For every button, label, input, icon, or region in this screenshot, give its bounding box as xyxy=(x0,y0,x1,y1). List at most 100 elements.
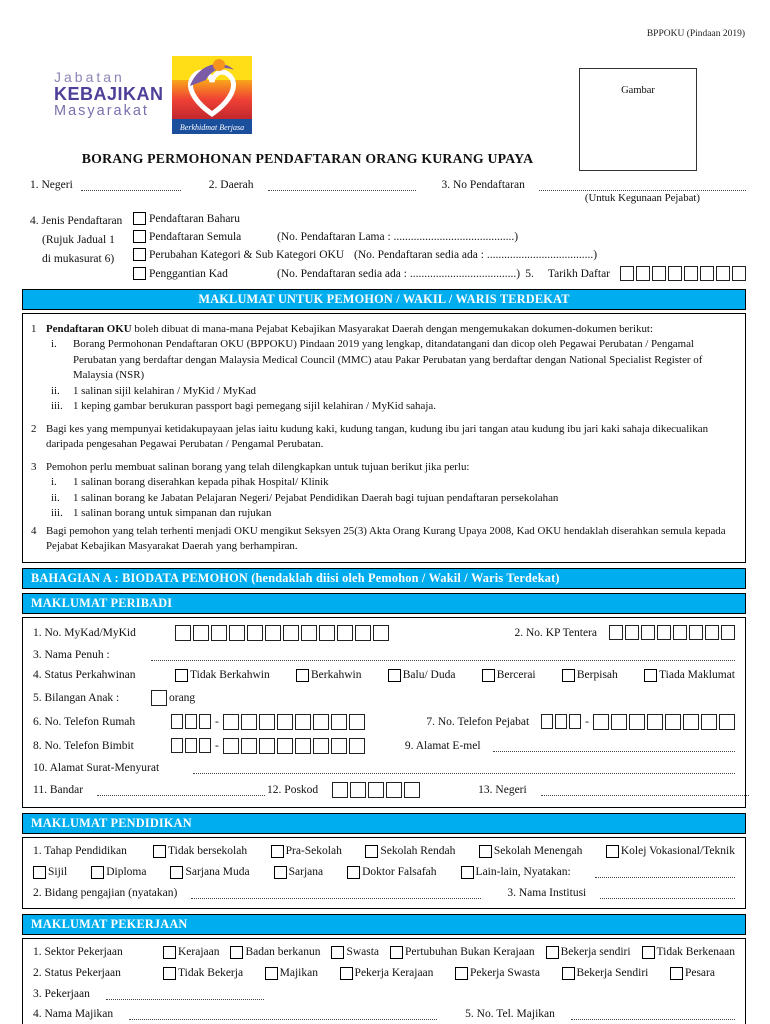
tarikh-daftar-no: 5. xyxy=(525,267,534,280)
digit-cell xyxy=(629,713,645,730)
jenis-pendaftaran-block: 4. Jenis Pendaftaran (Rujuk Jadual 1 di … xyxy=(30,212,746,281)
checkbox-sijil[interactable] xyxy=(33,865,46,879)
digit-cell xyxy=(652,266,666,281)
daerah-fill[interactable] xyxy=(267,179,416,191)
poskod-label: 12. Poskod xyxy=(267,783,319,796)
checkbox-sarjana[interactable] xyxy=(273,865,287,879)
pekerjaan-fill[interactable] xyxy=(105,988,264,1000)
logo-line-kebajikan: KEBAJIKAN xyxy=(54,84,164,104)
checkbox-doktor-falsafah[interactable] xyxy=(347,865,361,879)
checkbox-tidak-berkenaan[interactable] xyxy=(641,945,655,959)
checkbox-pekerja-kerajaan[interactable] xyxy=(339,966,353,980)
checkbox-berpisah[interactable] xyxy=(561,668,575,682)
tarikh-daftar-boxes[interactable] xyxy=(620,266,746,281)
checkbox-tiada-maklumat[interactable] xyxy=(644,668,658,682)
nama-majikan-fill[interactable] xyxy=(129,1008,438,1020)
checkbox-pendaftaran-semula[interactable] xyxy=(133,230,146,243)
checkbox-bekerja-sendiri-sektor[interactable] xyxy=(545,945,559,959)
checkbox-bekerja-sendiri-status[interactable] xyxy=(561,966,575,980)
option-label: Bekerja Sendiri xyxy=(576,967,649,980)
office-use-note: (Untuk Kegunaan Pejabat) xyxy=(584,192,700,204)
checkbox-sekolah-menengah[interactable] xyxy=(478,844,492,858)
negeri-fill[interactable] xyxy=(80,179,181,191)
digit-cell xyxy=(294,737,311,754)
telefon-rumah-prefix-boxes[interactable] xyxy=(171,714,211,730)
digit-cell xyxy=(330,713,347,730)
mykad-boxes[interactable] xyxy=(175,624,389,641)
sektor-pekerjaan-label: 1. Sektor Pekerjaan xyxy=(33,946,123,959)
kp-tentera-boxes[interactable] xyxy=(609,625,735,641)
section-header-maklumat-peribadi: MAKLUMAT PERIBADI xyxy=(22,592,746,614)
checkbox-pekerja-swasta[interactable] xyxy=(454,966,468,980)
checkbox-perubahan-kategori[interactable] xyxy=(133,248,146,261)
emel-fill[interactable] xyxy=(492,740,735,752)
checkbox-tidak-bekerja[interactable] xyxy=(163,966,176,980)
checkbox-tidak-bersekolah[interactable] xyxy=(153,844,166,858)
nama-institusi-fill[interactable] xyxy=(600,887,735,899)
digit-cell xyxy=(348,737,365,754)
tel-majikan-fill[interactable] xyxy=(570,1008,735,1020)
section-header-maklumat-pekerjaan: MAKLUMAT PEKERJAAN xyxy=(22,913,746,935)
alamat-surat-fill[interactable] xyxy=(193,762,735,774)
digit-cell xyxy=(641,625,655,641)
telefon-pejabat-boxes[interactable] xyxy=(593,713,735,730)
telefon-bimbit-prefix-boxes[interactable] xyxy=(171,738,211,754)
nama-penuh-fill[interactable] xyxy=(151,649,735,661)
option-label: Badan berkanun xyxy=(245,946,321,959)
checkbox-penggantian-kad[interactable] xyxy=(133,267,146,280)
checkbox-pesara[interactable] xyxy=(669,966,683,980)
telefon-rumah-label: 6. No. Telefon Rumah xyxy=(33,715,136,728)
checkbox-pertubuhan-bukan-kerajaan[interactable] xyxy=(390,945,403,959)
bilangan-anak-box[interactable] xyxy=(151,689,167,706)
instructions-box: 1 Pendaftaran OKU boleh dibuat di mana-m… xyxy=(22,313,746,563)
digit-cell xyxy=(689,625,703,641)
checkbox-tidak-berkahwin[interactable] xyxy=(175,668,188,682)
roman-numeral: iii. xyxy=(51,507,63,520)
checkbox-sekolah-rendah[interactable] xyxy=(365,844,379,858)
checkbox-badan-berkanun[interactable] xyxy=(230,945,244,959)
checkbox-lain-lain[interactable] xyxy=(460,865,474,879)
digit-cell xyxy=(657,625,671,641)
instruction-number: 2 xyxy=(31,422,37,435)
digit-cell xyxy=(312,713,329,730)
checkbox-majikan[interactable] xyxy=(264,966,278,980)
checkbox-sarjana-muda[interactable] xyxy=(170,865,184,879)
logo-tagline: Berkhidmat Berjasa xyxy=(179,123,243,132)
bandar-fill[interactable] xyxy=(97,784,266,796)
digit-cell xyxy=(185,738,197,754)
option-label: Pertubuhan Bukan Kerajaan xyxy=(405,946,535,959)
instruction-number: 1 xyxy=(31,323,37,335)
negeri13-fill[interactable] xyxy=(540,784,749,796)
option-label: Tidak Berkahwin xyxy=(190,669,270,682)
bidang-pengajian-fill[interactable] xyxy=(191,887,482,899)
digit-cell xyxy=(404,781,421,798)
telefon-pejabat-prefix-boxes[interactable] xyxy=(541,714,582,730)
checkbox-pra-sekolah[interactable] xyxy=(270,844,284,858)
checkbox-kolej-vokasional[interactable] xyxy=(605,844,619,858)
checkbox-pendaftaran-baharu[interactable] xyxy=(133,212,146,225)
jkm-logo-text: Jabatan KEBAJIKAN Masyarakat xyxy=(54,69,164,120)
section-header-maklumat-pemohon: MAKLUMAT UNTUK PEMOHON / WAKIL / WARIS T… xyxy=(22,289,746,310)
photo-box: Gambar xyxy=(579,68,697,171)
digit-cell xyxy=(368,781,385,798)
checkbox-bercerai[interactable] xyxy=(481,668,495,682)
checkbox-swasta[interactable] xyxy=(331,945,345,959)
checkbox-berkahwin[interactable] xyxy=(296,668,310,682)
telefon-bimbit-boxes[interactable] xyxy=(222,737,365,754)
tarikh-daftar-label: Tarikh Daftar xyxy=(547,267,610,280)
digit-cell xyxy=(265,624,281,641)
digit-cell xyxy=(569,714,582,730)
checkbox-balu-duda[interactable] xyxy=(387,668,401,682)
instruction-subtext: 1 salinan sijil kelahiran / MyKid / MyKa… xyxy=(73,384,256,397)
checkbox-kerajaan[interactable] xyxy=(163,945,176,959)
digit-cell xyxy=(222,713,239,730)
poskod-boxes[interactable] xyxy=(332,781,421,798)
digit-cell xyxy=(555,714,568,730)
lain-lain-fill[interactable] xyxy=(594,866,735,879)
option-label: Sarjana Muda xyxy=(185,866,250,879)
digit-cell xyxy=(668,266,682,281)
no-pendaftaran-fill[interactable] xyxy=(538,179,746,191)
checkbox-diploma[interactable] xyxy=(91,865,105,879)
status-pekerjaan-label: 2. Status Pekerjaan xyxy=(33,967,121,980)
telefon-rumah-boxes[interactable] xyxy=(222,713,365,730)
